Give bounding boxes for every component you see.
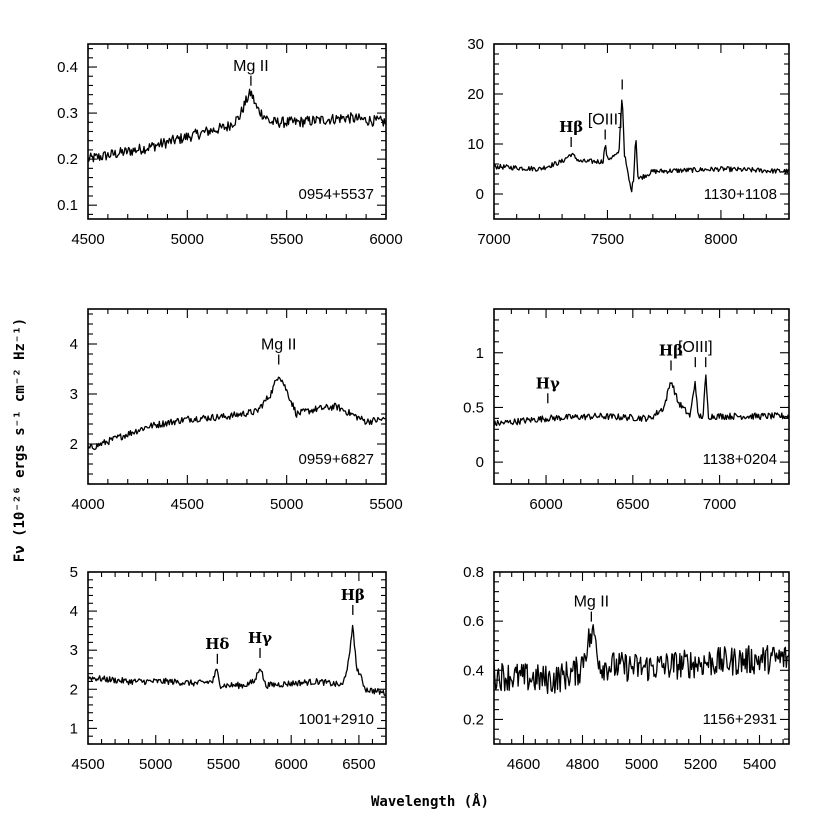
x-tick-label: 7000 [477, 231, 510, 248]
x-tick-label: 5000 [270, 496, 303, 513]
spectrum-line [493, 99, 790, 193]
y-tick-label: 0 [476, 186, 484, 203]
y-tick-label: 0 [476, 454, 484, 471]
spectrum-line [87, 624, 387, 697]
emission-line-label: Mg II [574, 594, 610, 611]
x-tick-label: 4800 [566, 756, 599, 773]
y-tick-label: 0.8 [463, 564, 484, 581]
x-tick-label: 5400 [743, 756, 776, 773]
object-name: 1156+2931 [703, 711, 777, 728]
emission-line-label: Mg II [233, 58, 269, 75]
plot-frame [87, 308, 387, 485]
y-tick-label: 5 [70, 564, 78, 581]
y-tick-label: 0.1 [57, 197, 78, 214]
spectrum-line [87, 88, 387, 163]
y-tick-label: 1 [476, 345, 484, 362]
x-tick-label: 4500 [71, 231, 104, 248]
plot-frame [493, 43, 790, 220]
object-name: 1001+2910 [299, 711, 375, 728]
y-axis-title: Fν (10⁻²⁶ ergs s⁻¹ cm⁻² Hz⁻¹) [12, 318, 28, 562]
emission-line-label: Hβ [559, 118, 583, 136]
x-tick-label: 5000 [625, 756, 658, 773]
emission-line-label: Mg II [261, 337, 297, 354]
emission-line-label: Hγ [248, 629, 272, 647]
object-name: 0959+6827 [299, 451, 375, 468]
y-tick-label: 0.2 [463, 711, 484, 728]
y-tick-label: 10 [467, 136, 484, 153]
object-name: 0954+5537 [299, 186, 375, 203]
x-tick-label: 5500 [270, 231, 303, 248]
x-tick-label: 4500 [71, 756, 104, 773]
y-tick-label: 4 [70, 336, 78, 353]
spectrum-panel-1130+1108: 7000 7500 8000 0 10 20 30 Hβ [OIII] 1130+1108 [467, 36, 790, 248]
spectrum-panel-1138+0204: 6000 6500 7000 0 0.5 1 Hγ Hβ[OIII] 1138+0204 [463, 308, 790, 513]
object-name: 1138+0204 [703, 451, 777, 468]
spectrum-panel-0959+6827: 4000 4500 5000 5500 2 3 4 Mg II 0959+6827 [70, 308, 403, 513]
y-tick-label: 30 [467, 36, 484, 53]
emission-line-label: Hδ [205, 635, 229, 653]
x-tick-label: 6000 [369, 231, 402, 248]
x-tick-label: 7500 [591, 231, 624, 248]
x-tick-label: 5500 [369, 496, 402, 513]
spectrum-line [493, 374, 790, 427]
emission-line-label: [OIII] [588, 112, 623, 129]
spectrum-panel-0954+5537: 4500 5000 5500 6000 0.1 0.2 0.3 0.4 Mg II 0954+55… [57, 43, 403, 248]
y-tick-label: 20 [467, 86, 484, 103]
emission-line-label: Hβ [341, 586, 365, 604]
y-tick-label: 0.5 [463, 399, 484, 416]
emission-line-label: Hγ [536, 374, 560, 392]
y-tick-label: 0.4 [57, 59, 78, 76]
x-tick-label: 4500 [171, 496, 204, 513]
x-tick-label: 6500 [342, 756, 375, 773]
x-tick-label: 5000 [171, 231, 204, 248]
emission-line-label: [OIII] [678, 339, 713, 356]
y-tick-label: 4 [70, 603, 78, 620]
x-tick-label: 6000 [274, 756, 307, 773]
x-tick-label: 5000 [139, 756, 172, 773]
emission-line-label: Hβ [659, 341, 683, 359]
spectrum-panel-1001+2910: 4500 5000 5500 6000 6500 1 2 3 4 5 Hδ Hγ Hβ 1001+2910 [70, 564, 387, 773]
object-name: 1130+1108 [704, 186, 777, 203]
spectrum-panel-1156+2931: 4600 4800 5000 5200 5400 0.2 0.4 0.6 0.8 Mg II 115… [463, 564, 790, 773]
x-tick-label: 8000 [704, 231, 737, 248]
y-tick-label: 3 [70, 386, 78, 403]
y-tick-label: 2 [70, 436, 78, 453]
x-tick-label: 5200 [684, 756, 717, 773]
y-tick-label: 0.6 [463, 613, 484, 630]
x-tick-label: 7000 [703, 496, 736, 513]
x-tick-label: 5500 [207, 756, 240, 773]
x-tick-label: 6500 [616, 496, 649, 513]
y-tick-label: 0.2 [57, 151, 78, 168]
y-tick-label: 0.4 [463, 662, 484, 679]
y-tick-label: 3 [70, 642, 78, 659]
spectrum-line [493, 624, 790, 695]
y-tick-label: 0.3 [57, 105, 78, 122]
x-tick-label: 4600 [507, 756, 540, 773]
x-tick-label: 6000 [529, 496, 562, 513]
y-tick-label: 1 [70, 720, 78, 737]
y-tick-label: 2 [70, 681, 78, 698]
x-axis-title: Wavelength (Å) [371, 793, 489, 810]
x-tick-label: 4000 [71, 496, 104, 513]
spectrum-line [87, 376, 387, 451]
